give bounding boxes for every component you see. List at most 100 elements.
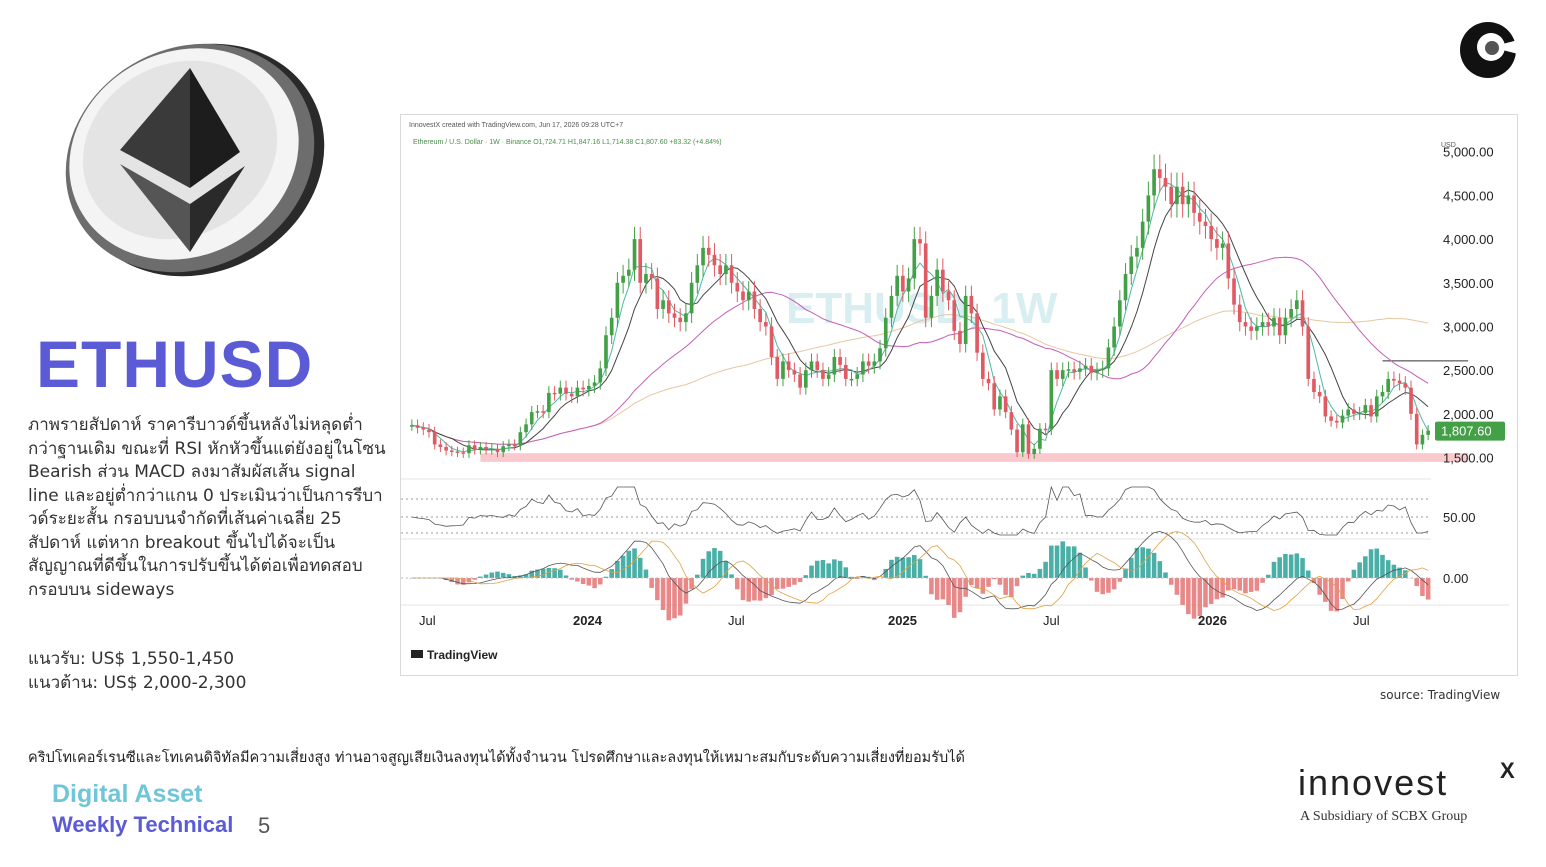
candle <box>1100 368 1105 371</box>
macd-histogram-bar <box>814 560 820 578</box>
macd-histogram-bar <box>597 578 603 585</box>
footer-category: Digital Asset <box>52 780 203 808</box>
macd-histogram-bar <box>963 578 968 597</box>
candle <box>569 393 574 397</box>
macd-histogram-bar <box>752 578 757 601</box>
macd-histogram-bar <box>1214 578 1220 600</box>
candle <box>861 361 865 375</box>
candle <box>1380 392 1385 397</box>
candle <box>1118 300 1122 327</box>
macd-histogram-bar <box>729 574 734 578</box>
macd-histogram-bar <box>626 550 632 578</box>
candle <box>1180 186 1185 205</box>
candle <box>666 300 671 314</box>
ethereum-coin-icon <box>65 43 325 277</box>
candle <box>889 295 894 318</box>
disclaimer: คริปโทเคอร์เรนซีและโทเคนดิจิทัลมีความเสี… <box>28 750 965 766</box>
candle <box>1072 369 1076 372</box>
candle <box>1106 347 1111 369</box>
macd-histogram-bar <box>746 578 751 602</box>
macd-histogram-bar <box>569 578 575 580</box>
macd-histogram-bar <box>620 555 626 578</box>
macd-histogram-bar <box>906 557 911 578</box>
candle <box>1157 169 1162 178</box>
macd-histogram-bar <box>1083 567 1088 578</box>
macd-histogram-bar <box>712 548 717 578</box>
candle <box>1409 387 1413 414</box>
candle <box>541 411 546 413</box>
macd-histogram-bar <box>1391 564 1397 578</box>
macd-histogram-bar <box>997 578 1003 585</box>
candle <box>695 265 700 283</box>
macd-histogram-bar <box>535 569 540 578</box>
macd-histogram-bar <box>700 558 706 578</box>
candle <box>1078 368 1082 372</box>
macd-histogram-bar <box>1180 578 1185 605</box>
macd-histogram-bar <box>786 578 791 587</box>
macd-histogram-bar <box>1368 549 1374 578</box>
macd-histogram-bar <box>478 576 483 578</box>
y-tick-label: 4,500.00 <box>1443 188 1494 203</box>
candle <box>1426 430 1430 435</box>
y-tick-label: 4,000.00 <box>1443 232 1494 247</box>
chart-symbol-line: Ethereum / U.S. Dollar · 1W · Binance O1… <box>413 139 722 146</box>
candle <box>632 239 637 270</box>
macd-histogram-bar <box>1043 561 1048 578</box>
candle <box>1220 243 1225 248</box>
rsi-tick-label: 50.00 <box>1443 510 1476 525</box>
candle <box>444 447 448 451</box>
candle <box>992 383 997 410</box>
resistance-level: แนวต้าน: US$ 2,000-2,300 <box>28 672 247 693</box>
macd-histogram-bar <box>957 578 963 613</box>
macd-histogram-bar <box>695 574 700 578</box>
candle <box>946 291 951 301</box>
candle <box>558 387 563 394</box>
candle <box>798 374 802 388</box>
macd-histogram-bar <box>1071 546 1077 578</box>
macd-histogram-bar <box>1345 578 1351 582</box>
macd-histogram-bar <box>649 578 654 588</box>
candle <box>1135 247 1139 257</box>
candle <box>963 295 968 344</box>
macd-histogram-bar <box>506 574 512 578</box>
x-tick-label: Jul <box>1353 613 1370 628</box>
macd-histogram-bar <box>1197 578 1203 616</box>
macd-histogram-bar <box>951 578 957 618</box>
candle <box>672 313 677 318</box>
candle <box>626 269 631 276</box>
macd-histogram-bar <box>1385 560 1391 578</box>
analysis-text: ภาพรายสัปดาห์ ราคารีบาวด์ขึ้นหลังไม่หลุด… <box>28 415 386 600</box>
macd-histogram-bar <box>1260 578 1265 583</box>
macd-histogram-bar <box>1009 578 1014 598</box>
candle <box>535 411 540 413</box>
candle <box>1340 415 1345 423</box>
footer-subtitle: Weekly Technical <box>52 812 234 837</box>
candle <box>866 361 871 366</box>
macd-signal-line <box>411 531 1429 612</box>
candle <box>718 265 722 275</box>
macd-histogram-bar <box>1014 578 1020 587</box>
candle <box>1352 409 1356 414</box>
candle <box>1089 365 1094 373</box>
candle <box>1300 300 1305 327</box>
macd-histogram-bar <box>809 565 814 578</box>
brand-ring-icon <box>1460 22 1518 78</box>
candle <box>661 300 665 309</box>
ma-fast-line <box>411 181 1429 453</box>
candle <box>923 243 928 318</box>
macd-histogram-bar <box>1351 569 1357 578</box>
macd-histogram-bar <box>1231 578 1237 590</box>
candle <box>764 322 768 327</box>
macd-histogram-bar <box>769 578 774 596</box>
macd-histogram-bar <box>1186 578 1191 615</box>
candle <box>1294 300 1299 309</box>
candle <box>1038 428 1042 449</box>
macd-histogram-bar <box>660 578 666 611</box>
candle <box>1112 326 1116 348</box>
macd-histogram-bar <box>1123 568 1128 578</box>
candle <box>1255 326 1259 331</box>
candle <box>1374 396 1379 417</box>
candle <box>1397 380 1402 384</box>
macd-histogram-bar <box>1288 554 1294 578</box>
candle <box>621 275 625 283</box>
